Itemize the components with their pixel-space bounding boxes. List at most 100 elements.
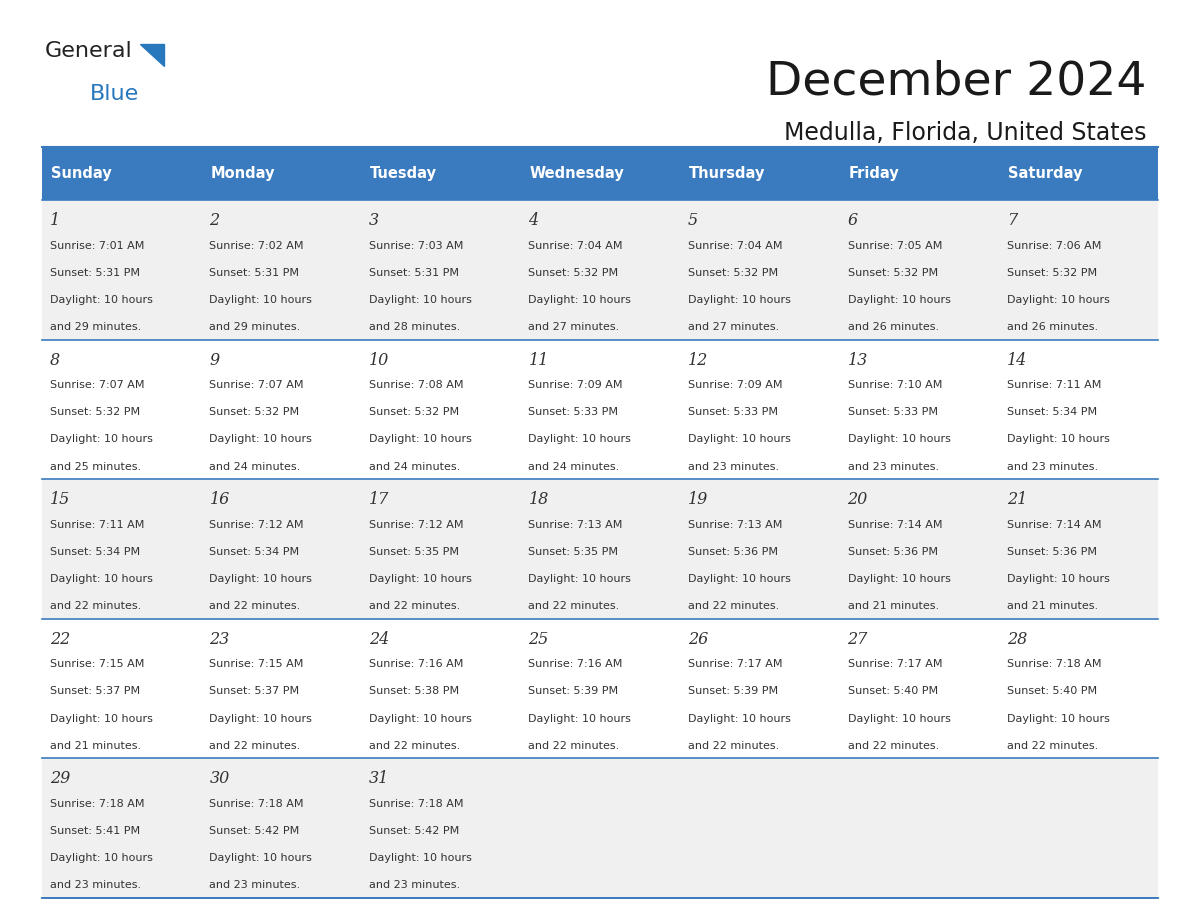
Text: Sunrise: 7:08 AM: Sunrise: 7:08 AM bbox=[369, 380, 463, 390]
Text: Thursday: Thursday bbox=[689, 166, 765, 181]
Text: and 22 minutes.: and 22 minutes. bbox=[209, 741, 301, 751]
Text: Sunset: 5:37 PM: Sunset: 5:37 PM bbox=[50, 687, 140, 697]
Text: Sunrise: 7:13 AM: Sunrise: 7:13 AM bbox=[688, 520, 783, 530]
Text: 9: 9 bbox=[209, 352, 220, 369]
Text: Daylight: 10 hours: Daylight: 10 hours bbox=[688, 434, 791, 444]
Text: 28: 28 bbox=[1007, 631, 1028, 648]
Text: Sunrise: 7:11 AM: Sunrise: 7:11 AM bbox=[1007, 380, 1101, 390]
Text: and 24 minutes.: and 24 minutes. bbox=[529, 462, 620, 472]
Text: Sunrise: 7:01 AM: Sunrise: 7:01 AM bbox=[50, 241, 144, 251]
Text: 18: 18 bbox=[529, 491, 549, 509]
Text: Daylight: 10 hours: Daylight: 10 hours bbox=[529, 295, 631, 305]
Text: Sunset: 5:38 PM: Sunset: 5:38 PM bbox=[369, 687, 459, 697]
Text: Daylight: 10 hours: Daylight: 10 hours bbox=[1007, 295, 1110, 305]
Text: Sunrise: 7:18 AM: Sunrise: 7:18 AM bbox=[209, 799, 304, 809]
Text: Daylight: 10 hours: Daylight: 10 hours bbox=[209, 713, 312, 723]
Text: Daylight: 10 hours: Daylight: 10 hours bbox=[209, 574, 312, 584]
Text: Monday: Monday bbox=[210, 166, 276, 181]
Text: Daylight: 10 hours: Daylight: 10 hours bbox=[50, 434, 153, 444]
Text: and 29 minutes.: and 29 minutes. bbox=[50, 322, 141, 332]
Text: Medulla, Florida, United States: Medulla, Florida, United States bbox=[784, 121, 1146, 145]
Text: Daylight: 10 hours: Daylight: 10 hours bbox=[688, 713, 791, 723]
Text: Daylight: 10 hours: Daylight: 10 hours bbox=[369, 295, 472, 305]
Text: Sunset: 5:34 PM: Sunset: 5:34 PM bbox=[209, 547, 299, 557]
Text: and 22 minutes.: and 22 minutes. bbox=[50, 601, 141, 611]
Text: Sunset: 5:40 PM: Sunset: 5:40 PM bbox=[847, 687, 937, 697]
Text: and 21 minutes.: and 21 minutes. bbox=[50, 741, 141, 751]
Text: and 22 minutes.: and 22 minutes. bbox=[529, 601, 620, 611]
Text: 13: 13 bbox=[847, 352, 867, 369]
Text: Sunset: 5:32 PM: Sunset: 5:32 PM bbox=[529, 268, 619, 278]
Text: 5: 5 bbox=[688, 212, 699, 230]
Text: and 22 minutes.: and 22 minutes. bbox=[1007, 741, 1099, 751]
Text: and 25 minutes.: and 25 minutes. bbox=[50, 462, 141, 472]
Text: Sunset: 5:34 PM: Sunset: 5:34 PM bbox=[1007, 408, 1098, 418]
Text: Daylight: 10 hours: Daylight: 10 hours bbox=[50, 295, 153, 305]
Text: Sunset: 5:34 PM: Sunset: 5:34 PM bbox=[50, 547, 140, 557]
Text: and 22 minutes.: and 22 minutes. bbox=[688, 741, 779, 751]
Text: Sunrise: 7:04 AM: Sunrise: 7:04 AM bbox=[688, 241, 783, 251]
Text: and 23 minutes.: and 23 minutes. bbox=[688, 462, 779, 472]
Text: and 22 minutes.: and 22 minutes. bbox=[529, 741, 620, 751]
Text: Sunrise: 7:02 AM: Sunrise: 7:02 AM bbox=[209, 241, 304, 251]
Text: and 22 minutes.: and 22 minutes. bbox=[369, 741, 460, 751]
Text: Sunday: Sunday bbox=[51, 166, 112, 181]
Text: Sunset: 5:32 PM: Sunset: 5:32 PM bbox=[847, 268, 937, 278]
Text: Sunset: 5:31 PM: Sunset: 5:31 PM bbox=[369, 268, 459, 278]
Text: and 22 minutes.: and 22 minutes. bbox=[847, 741, 939, 751]
Text: Daylight: 10 hours: Daylight: 10 hours bbox=[1007, 713, 1110, 723]
Text: Sunrise: 7:15 AM: Sunrise: 7:15 AM bbox=[50, 659, 144, 669]
Text: 11: 11 bbox=[529, 352, 549, 369]
Text: Daylight: 10 hours: Daylight: 10 hours bbox=[209, 295, 312, 305]
Text: 29: 29 bbox=[50, 770, 70, 788]
Text: Sunrise: 7:14 AM: Sunrise: 7:14 AM bbox=[847, 520, 942, 530]
Text: and 21 minutes.: and 21 minutes. bbox=[1007, 601, 1098, 611]
Text: Sunrise: 7:09 AM: Sunrise: 7:09 AM bbox=[529, 380, 623, 390]
Text: and 24 minutes.: and 24 minutes. bbox=[209, 462, 301, 472]
Text: 3: 3 bbox=[369, 212, 379, 230]
Text: 8: 8 bbox=[50, 352, 61, 369]
Text: Daylight: 10 hours: Daylight: 10 hours bbox=[50, 853, 153, 863]
Text: 23: 23 bbox=[209, 631, 229, 648]
Text: Sunrise: 7:09 AM: Sunrise: 7:09 AM bbox=[688, 380, 783, 390]
Text: Daylight: 10 hours: Daylight: 10 hours bbox=[369, 853, 472, 863]
Text: Daylight: 10 hours: Daylight: 10 hours bbox=[1007, 434, 1110, 444]
Text: Sunset: 5:31 PM: Sunset: 5:31 PM bbox=[50, 268, 140, 278]
Text: Sunrise: 7:14 AM: Sunrise: 7:14 AM bbox=[1007, 520, 1101, 530]
Text: 1: 1 bbox=[50, 212, 61, 230]
Text: Daylight: 10 hours: Daylight: 10 hours bbox=[847, 295, 950, 305]
Text: Sunset: 5:42 PM: Sunset: 5:42 PM bbox=[209, 826, 299, 836]
Text: Sunrise: 7:18 AM: Sunrise: 7:18 AM bbox=[369, 799, 463, 809]
Text: 2: 2 bbox=[209, 212, 220, 230]
Text: Sunset: 5:31 PM: Sunset: 5:31 PM bbox=[209, 268, 299, 278]
Text: Sunrise: 7:05 AM: Sunrise: 7:05 AM bbox=[847, 241, 942, 251]
Text: Sunrise: 7:18 AM: Sunrise: 7:18 AM bbox=[1007, 659, 1101, 669]
Text: 15: 15 bbox=[50, 491, 70, 509]
Text: and 26 minutes.: and 26 minutes. bbox=[1007, 322, 1098, 332]
Text: Sunset: 5:32 PM: Sunset: 5:32 PM bbox=[688, 268, 778, 278]
Text: Sunset: 5:40 PM: Sunset: 5:40 PM bbox=[1007, 687, 1098, 697]
Text: Sunrise: 7:15 AM: Sunrise: 7:15 AM bbox=[209, 659, 304, 669]
Text: Saturday: Saturday bbox=[1009, 166, 1082, 181]
Text: and 27 minutes.: and 27 minutes. bbox=[529, 322, 620, 332]
Text: Daylight: 10 hours: Daylight: 10 hours bbox=[369, 574, 472, 584]
Text: Daylight: 10 hours: Daylight: 10 hours bbox=[209, 434, 312, 444]
Text: Sunset: 5:33 PM: Sunset: 5:33 PM bbox=[847, 408, 937, 418]
Text: Sunrise: 7:03 AM: Sunrise: 7:03 AM bbox=[369, 241, 463, 251]
Text: Sunset: 5:32 PM: Sunset: 5:32 PM bbox=[1007, 268, 1098, 278]
Text: and 28 minutes.: and 28 minutes. bbox=[369, 322, 460, 332]
Text: and 23 minutes.: and 23 minutes. bbox=[369, 880, 460, 890]
Text: Sunrise: 7:16 AM: Sunrise: 7:16 AM bbox=[529, 659, 623, 669]
Text: and 29 minutes.: and 29 minutes. bbox=[209, 322, 301, 332]
Text: Daylight: 10 hours: Daylight: 10 hours bbox=[529, 434, 631, 444]
Text: 10: 10 bbox=[369, 352, 390, 369]
Text: Sunset: 5:32 PM: Sunset: 5:32 PM bbox=[209, 408, 299, 418]
Text: and 23 minutes.: and 23 minutes. bbox=[847, 462, 939, 472]
Text: Daylight: 10 hours: Daylight: 10 hours bbox=[847, 574, 950, 584]
Text: Daylight: 10 hours: Daylight: 10 hours bbox=[529, 713, 631, 723]
Text: and 23 minutes.: and 23 minutes. bbox=[209, 880, 301, 890]
Text: Sunrise: 7:12 AM: Sunrise: 7:12 AM bbox=[209, 520, 304, 530]
Text: Sunset: 5:39 PM: Sunset: 5:39 PM bbox=[688, 687, 778, 697]
Text: Sunset: 5:35 PM: Sunset: 5:35 PM bbox=[369, 547, 459, 557]
Text: Sunset: 5:36 PM: Sunset: 5:36 PM bbox=[688, 547, 778, 557]
